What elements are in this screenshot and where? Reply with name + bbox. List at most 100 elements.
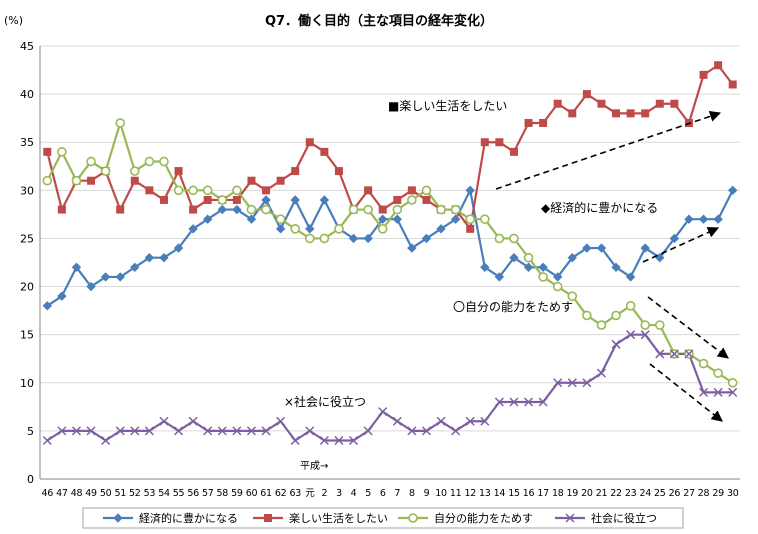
data-point — [714, 61, 723, 70]
x-tick-label: 61 — [260, 488, 272, 499]
data-point — [378, 205, 387, 214]
data-point-stroke — [261, 426, 271, 436]
data-point — [290, 195, 300, 205]
data-point — [305, 426, 315, 436]
data-point — [320, 147, 329, 156]
data-point-stroke — [407, 426, 417, 436]
data-point — [116, 205, 125, 214]
data-point — [174, 426, 184, 436]
data-point — [436, 204, 446, 215]
series-markers-3 — [42, 330, 738, 446]
data-point-stroke — [42, 435, 52, 446]
data-point — [582, 378, 592, 388]
data-point-stroke — [203, 426, 213, 436]
data-point — [727, 377, 738, 388]
data-point — [495, 138, 504, 147]
data-point — [144, 156, 155, 167]
data-point — [57, 147, 67, 157]
grid — [39, 45, 740, 480]
data-point — [173, 243, 184, 253]
data-point — [348, 204, 359, 215]
data-point — [713, 368, 723, 378]
x-tick-label: 21 — [596, 488, 608, 499]
data-point — [479, 214, 490, 224]
data-point — [626, 109, 635, 118]
data-point — [86, 281, 96, 292]
data-point — [203, 195, 212, 204]
data-point-stroke — [174, 426, 184, 436]
data-point — [728, 185, 738, 196]
x-tick-label: 47 — [56, 488, 68, 499]
data-point — [422, 195, 431, 204]
data-point-stroke — [363, 426, 373, 436]
data-point — [407, 426, 417, 436]
data-point — [115, 118, 126, 128]
data-point — [641, 109, 650, 118]
data-point — [348, 233, 359, 244]
data-point — [304, 233, 315, 244]
data-point — [232, 426, 242, 436]
data-point — [276, 416, 286, 426]
data-point — [465, 185, 475, 196]
data-point — [523, 252, 534, 263]
data-point-stroke — [57, 426, 67, 436]
data-point-stroke — [538, 397, 548, 407]
data-point — [684, 349, 694, 359]
data-point — [145, 186, 154, 195]
data-point — [509, 147, 518, 156]
x-tick-label: 54 — [158, 488, 170, 499]
data-point — [217, 426, 227, 436]
data-point — [188, 185, 198, 196]
data-point — [596, 368, 606, 378]
x-tick-label: 52 — [129, 488, 141, 499]
data-point-stroke — [524, 397, 534, 407]
legend: 経済的に豊かになる 楽しい生活をしたい 自分の能力をためす 社会に役立つ — [82, 507, 684, 529]
data-point — [42, 301, 52, 311]
data-point — [553, 272, 563, 282]
data-point — [524, 397, 534, 407]
annotation-ability: 〇自分の能力をためす — [453, 300, 573, 314]
data-point-stroke — [101, 435, 111, 446]
x-tick-label: 13 — [479, 488, 491, 499]
trend-arrow-3 — [649, 363, 723, 422]
data-point — [174, 167, 183, 176]
data-point-stroke — [626, 330, 636, 340]
data-point — [377, 224, 388, 234]
data-point — [305, 224, 315, 234]
data-point — [669, 349, 679, 359]
data-point — [698, 358, 709, 369]
x-tick-label: 56 — [187, 488, 199, 499]
data-point — [626, 330, 636, 340]
x-tick-label: 20 — [581, 488, 593, 499]
data-point — [144, 252, 155, 263]
data-point — [100, 272, 111, 282]
data-point — [264, 514, 272, 522]
data-point — [275, 214, 286, 224]
data-point — [494, 272, 505, 282]
data-point — [115, 426, 125, 436]
data-point — [261, 426, 271, 436]
data-point — [159, 252, 169, 263]
data-point — [582, 90, 591, 99]
data-point — [378, 214, 388, 224]
x-tick-label: 25 — [654, 488, 666, 499]
data-point — [684, 214, 694, 224]
data-point — [596, 320, 607, 330]
data-point — [407, 186, 416, 195]
data-point — [625, 300, 636, 311]
data-point-stroke — [480, 416, 490, 426]
data-point-stroke — [378, 407, 388, 417]
data-point — [654, 320, 665, 330]
x-tick-label: 49 — [85, 488, 97, 499]
data-point — [611, 262, 621, 273]
data-point — [363, 426, 373, 436]
x-tick-label: 50 — [100, 488, 112, 499]
trend-arrows — [495, 110, 729, 422]
data-point-stroke — [392, 416, 402, 426]
data-point — [728, 387, 738, 397]
x-tick-label: 3 — [336, 488, 342, 499]
x-tick-label: 29 — [712, 488, 724, 499]
data-point — [159, 416, 169, 426]
data-point — [71, 175, 82, 186]
x-tick-label: 11 — [450, 488, 462, 499]
